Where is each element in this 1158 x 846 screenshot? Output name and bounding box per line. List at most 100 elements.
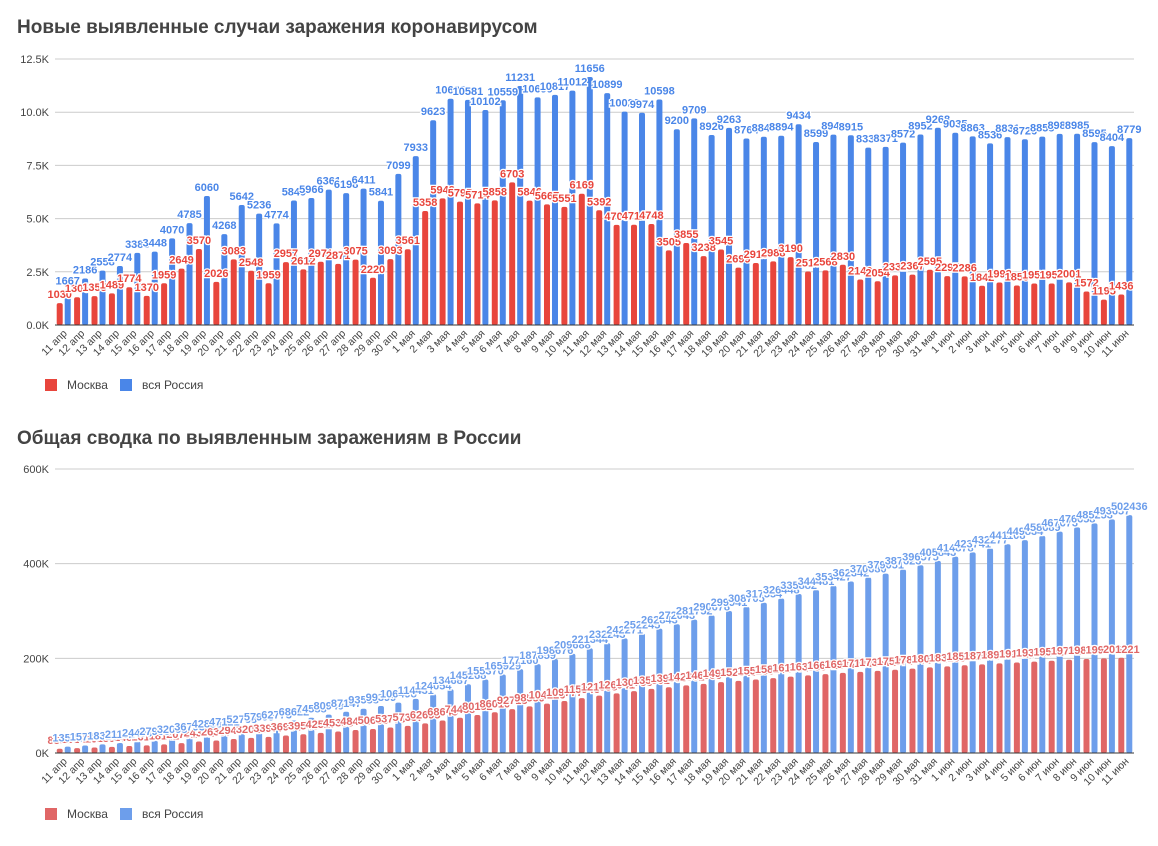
bar-moscow[interactable] <box>613 224 620 325</box>
bar-moscow[interactable] <box>996 663 1003 753</box>
bar-moscow[interactable] <box>926 667 933 753</box>
bar-moscow[interactable] <box>1013 662 1020 753</box>
bar-russia[interactable] <box>116 265 123 325</box>
bar-russia[interactable] <box>1074 133 1081 325</box>
bar-moscow[interactable] <box>665 687 672 753</box>
bar-russia[interactable] <box>656 99 663 325</box>
bar-russia[interactable] <box>691 619 698 753</box>
bar-russia[interactable] <box>743 606 750 753</box>
bar-moscow[interactable] <box>213 740 220 753</box>
bar-russia[interactable] <box>343 711 350 753</box>
bar-russia[interactable] <box>482 110 489 325</box>
bar-russia[interactable] <box>430 120 437 325</box>
bar-russia[interactable] <box>64 746 71 753</box>
bar-moscow[interactable] <box>491 200 498 325</box>
bar-moscow[interactable] <box>317 261 324 325</box>
bar-russia[interactable] <box>134 741 141 753</box>
bar-moscow[interactable] <box>805 271 812 325</box>
bar-moscow[interactable] <box>787 257 794 325</box>
bar-russia[interactable] <box>534 664 541 753</box>
bar-russia[interactable] <box>673 129 680 325</box>
bar-moscow[interactable] <box>352 730 359 753</box>
bar-moscow[interactable] <box>282 735 289 753</box>
bar-russia[interactable] <box>621 111 628 325</box>
bar-moscow[interactable] <box>596 210 603 325</box>
bar-moscow[interactable] <box>1118 657 1125 753</box>
bar-moscow[interactable] <box>108 293 115 325</box>
bar-moscow[interactable] <box>439 720 446 753</box>
bar-moscow[interactable] <box>474 203 481 325</box>
bar-moscow[interactable] <box>178 268 185 325</box>
bar-moscow[interactable] <box>1048 660 1055 753</box>
bar-moscow[interactable] <box>561 206 568 325</box>
bar-moscow[interactable] <box>665 250 672 325</box>
bar-russia[interactable] <box>1074 527 1081 753</box>
bar-moscow[interactable] <box>248 737 255 753</box>
bar-moscow[interactable] <box>526 706 533 753</box>
bar-moscow[interactable] <box>961 665 968 753</box>
bar-russia[interactable] <box>203 732 210 753</box>
bar-russia[interactable] <box>151 251 158 325</box>
bar-moscow[interactable] <box>195 741 202 753</box>
legend-item-moscow[interactable]: Москва <box>45 378 108 392</box>
legend-item-russia[interactable]: вся Россия <box>119 378 203 392</box>
bar-russia[interactable] <box>395 702 402 753</box>
bar-russia[interactable] <box>1091 142 1098 325</box>
bar-moscow[interactable] <box>718 249 725 325</box>
bar-russia[interactable] <box>987 548 994 753</box>
bar-moscow[interactable] <box>683 685 690 753</box>
bar-russia[interactable] <box>290 720 297 753</box>
bar-moscow[interactable] <box>874 281 881 325</box>
legend-item-russia-total[interactable]: вся Россия <box>119 807 203 821</box>
bar-moscow[interactable] <box>404 725 411 753</box>
bar-russia[interactable] <box>273 223 280 325</box>
bar-russia[interactable] <box>621 638 628 753</box>
bar-russia[interactable] <box>969 552 976 753</box>
bar-moscow[interactable] <box>265 736 272 753</box>
bar-moscow[interactable] <box>822 674 829 753</box>
bar-moscow[interactable] <box>787 676 794 753</box>
bar-moscow[interactable] <box>735 680 742 753</box>
legend-item-moscow-total[interactable]: Москва <box>45 807 108 821</box>
bar-russia[interactable] <box>882 146 889 325</box>
bar-russia[interactable] <box>1126 138 1133 325</box>
bar-russia[interactable] <box>377 705 384 753</box>
bar-russia[interactable] <box>447 98 454 325</box>
bar-moscow[interactable] <box>1100 299 1107 325</box>
bar-moscow[interactable] <box>926 269 933 325</box>
bar-russia[interactable] <box>1056 531 1063 753</box>
bar-moscow[interactable] <box>300 269 307 325</box>
bar-moscow[interactable] <box>944 276 951 325</box>
bar-russia[interactable] <box>551 658 558 753</box>
bar-moscow[interactable] <box>74 748 81 753</box>
bar-russia[interactable] <box>726 127 733 325</box>
bar-moscow[interactable] <box>335 731 342 753</box>
bar-russia[interactable] <box>1039 535 1046 753</box>
bar-russia[interactable] <box>934 560 941 753</box>
bar-russia[interactable] <box>882 573 889 753</box>
bar-moscow[interactable] <box>248 270 255 325</box>
bar-russia[interactable] <box>830 134 837 325</box>
bar-russia[interactable] <box>778 598 785 753</box>
bar-moscow[interactable] <box>369 729 376 753</box>
bar-moscow[interactable] <box>526 200 533 325</box>
bar-moscow[interactable] <box>161 283 168 325</box>
bar-russia[interactable] <box>82 745 89 753</box>
bar-russia[interactable] <box>517 669 524 753</box>
bar-russia[interactable] <box>482 679 489 753</box>
bar-moscow[interactable] <box>1118 294 1125 325</box>
bar-moscow[interactable] <box>352 259 359 325</box>
bar-russia[interactable] <box>1004 137 1011 325</box>
bar-russia[interactable] <box>691 118 698 325</box>
bar-russia[interactable] <box>534 97 541 325</box>
bar-russia[interactable] <box>847 135 854 325</box>
bar-russia[interactable] <box>343 193 350 325</box>
bar-moscow[interactable] <box>1100 658 1107 753</box>
bar-russia[interactable] <box>900 142 907 325</box>
bar-russia[interactable] <box>639 112 646 325</box>
bar-russia[interactable] <box>917 565 924 753</box>
bar-russia[interactable] <box>934 127 941 325</box>
bar-russia[interactable] <box>969 136 976 325</box>
bar-russia[interactable] <box>464 99 471 325</box>
bar-moscow[interactable] <box>683 242 690 325</box>
